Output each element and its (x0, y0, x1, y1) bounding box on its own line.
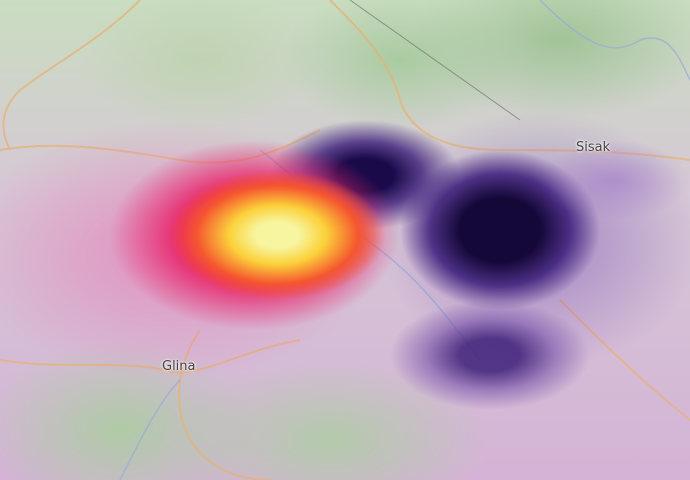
place-label-glina: Glina (162, 359, 196, 374)
place-label-sisak: Sisak (576, 140, 611, 155)
